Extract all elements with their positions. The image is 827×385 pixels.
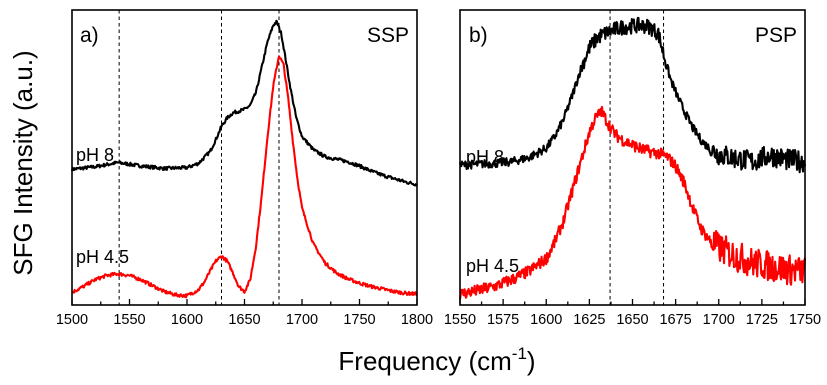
panel-a: 1500 1550 1600 1650 1700 1750 1800 a) SSP pH 8… (56, 9, 433, 328)
panel-b-tick-label-6: 1700 (703, 312, 735, 328)
panel-a-series-label-ph45: pH 4.5 (76, 247, 129, 267)
panel-b-tick-label-4: 1650 (616, 312, 648, 328)
panel-b-series-label-ph45: pH 4.5 (466, 256, 519, 276)
panel-b-tick-label-7: 1725 (746, 312, 778, 328)
panel-a-tick-label-0: 1500 (56, 312, 88, 328)
panel-b-frame (459, 9, 806, 306)
x-axis-title: Frequency (cm-1) (338, 344, 535, 376)
panel-b-trace-ph45 (458, 105, 807, 300)
panel-a-tick-label-5: 1750 (343, 312, 375, 328)
panel-a-trace-ph45 (71, 55, 418, 299)
panel-a-frame (71, 9, 418, 306)
panel-b: 1550 1575 1600 1625 1650 1675 1700 1725 1750 b) … (444, 9, 821, 328)
panel-a-tick-label-3: 1650 (228, 312, 260, 328)
panel-a-tick-label-1: 1550 (113, 312, 145, 328)
panel-b-tick-label-0: 1550 (444, 312, 476, 328)
panel-b-polarization: PSP (755, 24, 797, 47)
panel-b-label: b) (469, 24, 488, 47)
panel-b-trace-ph8 (458, 16, 807, 174)
panel-a-tick-label-2: 1600 (171, 312, 203, 328)
panel-a-polarization: SSP (367, 24, 409, 47)
panel-b-tick-label-5: 1675 (659, 312, 691, 328)
x-axis-title-end: ) (527, 346, 536, 376)
panel-a-trace-ph8 (70, 19, 418, 187)
panel-b-tick-label-3: 1625 (573, 312, 605, 328)
y-axis-title: SFG Intensity (a.u.) (8, 50, 38, 275)
x-axis-title-sup: -1 (512, 344, 527, 363)
panel-a-series-label-ph8: pH 8 (76, 145, 114, 165)
panel-b-tick-label-1: 1575 (487, 312, 519, 328)
x-axis-title-main: Frequency (cm (338, 346, 511, 376)
panel-b-tick-label-2: 1600 (530, 312, 562, 328)
panel-a-tick-label-4: 1700 (286, 312, 318, 328)
panel-b-series-label-ph8: pH 8 (466, 147, 504, 167)
panel-a-tick-label-6: 1800 (401, 312, 433, 328)
panel-a-label: a) (80, 24, 99, 47)
panel-b-tick-label-8: 1750 (789, 312, 821, 328)
